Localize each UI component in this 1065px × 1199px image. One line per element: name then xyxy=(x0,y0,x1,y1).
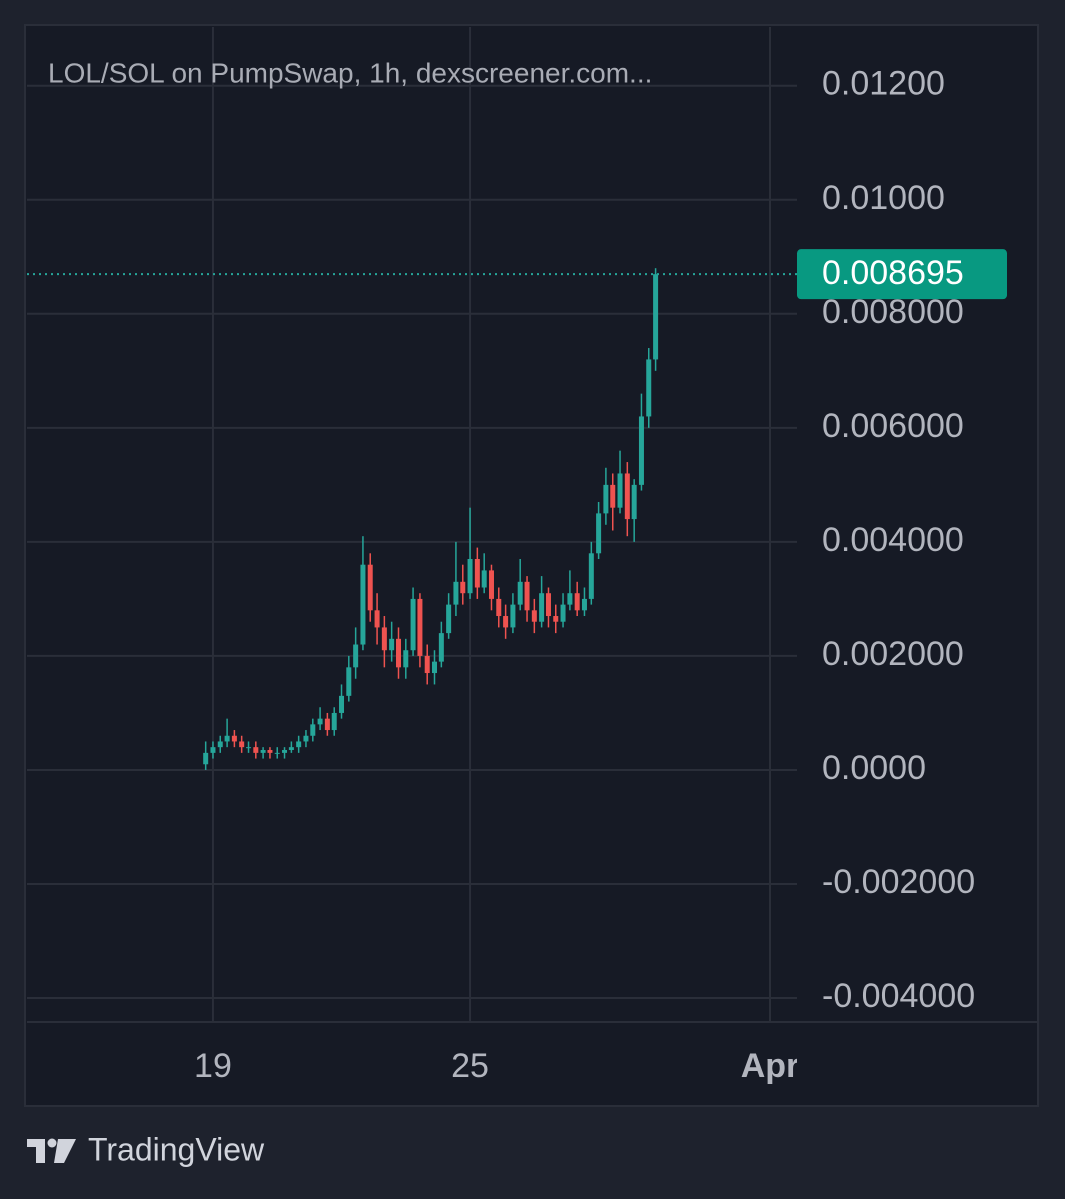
candle-body xyxy=(603,484,609,514)
candle-body xyxy=(588,553,594,599)
candle-body xyxy=(431,661,437,674)
x-tick-label: 19 xyxy=(194,1047,232,1085)
candle-body xyxy=(203,752,209,765)
candle-body xyxy=(303,735,309,742)
candle-body xyxy=(317,718,323,725)
plot xyxy=(27,268,797,770)
grid xyxy=(27,27,797,1022)
candle-body xyxy=(646,359,652,417)
y-tick-label: -0.002000 xyxy=(822,863,975,901)
candle-body xyxy=(267,750,273,753)
candle-body xyxy=(346,667,352,696)
logo-part xyxy=(47,1138,57,1148)
chart-title: LOL/SOL on PumpSwap, 1h, dexscreener.com… xyxy=(48,57,652,88)
candle-body xyxy=(274,752,280,754)
candle-body xyxy=(539,593,545,622)
candle-body xyxy=(339,695,345,713)
candle-body xyxy=(260,750,266,753)
last-price-badge xyxy=(797,249,1007,300)
candle-body xyxy=(596,513,602,554)
candle-body xyxy=(638,416,644,485)
candle-body xyxy=(517,581,523,605)
candle-body xyxy=(389,638,395,651)
x-tick-label: Apr xyxy=(741,1047,800,1085)
candle-body xyxy=(310,724,316,736)
candle-body xyxy=(367,564,373,611)
candle-body xyxy=(403,650,409,668)
logo-part xyxy=(54,1139,76,1163)
y-tick-label: 0.004000 xyxy=(822,521,964,559)
candle-body xyxy=(581,598,587,611)
y-tick-label: 0.01000 xyxy=(822,179,945,217)
candle-body xyxy=(453,581,459,605)
candle-body xyxy=(510,604,516,628)
labels: -0.004000 -0.002000 0.0000 0.002000 0.004000… xyxy=(797,65,1007,1015)
logo-part xyxy=(27,1139,45,1163)
candle-body xyxy=(531,610,537,622)
candle-body xyxy=(474,558,480,588)
candle-body xyxy=(438,633,444,662)
brand-name: TradingView xyxy=(88,1131,265,1167)
candle-body xyxy=(524,581,530,611)
candle-body xyxy=(567,593,573,605)
candle-body xyxy=(424,655,430,674)
y-tick-label: 0.002000 xyxy=(822,635,964,673)
candle-body xyxy=(239,741,245,748)
candle-body xyxy=(210,747,216,753)
candle-body xyxy=(467,558,473,594)
candle-body xyxy=(610,484,616,508)
candle-body xyxy=(496,598,502,617)
chart-panel xyxy=(24,24,1039,1107)
candle-body xyxy=(417,598,423,656)
candle-body xyxy=(481,570,487,588)
candle-body xyxy=(374,610,380,628)
y-tick-label: -0.004000 xyxy=(822,977,975,1015)
candle-body xyxy=(574,593,580,611)
candle-body xyxy=(282,750,288,753)
last-price-label: 0.008695 xyxy=(822,254,964,292)
y-tick-label: 0.006000 xyxy=(822,407,964,445)
candle-body xyxy=(560,604,566,622)
time-axis: 19 25 Apr xyxy=(194,1047,800,1085)
candle-body xyxy=(460,581,466,594)
y-tick-label: 0.0000 xyxy=(822,749,926,787)
candle-body xyxy=(253,747,259,753)
candle-body xyxy=(410,598,416,651)
candle-body xyxy=(324,718,330,731)
candle-body xyxy=(503,616,509,628)
candle-body xyxy=(353,644,359,668)
candle-body xyxy=(631,484,637,520)
candle-body xyxy=(381,627,387,651)
candle-body xyxy=(488,570,494,599)
candle-body xyxy=(288,747,294,751)
candle-body xyxy=(224,735,230,742)
brand-logo xyxy=(27,1138,76,1163)
candle-body xyxy=(653,274,659,360)
candle-body xyxy=(624,473,630,520)
candle-body xyxy=(331,712,337,731)
candle-body xyxy=(246,747,252,749)
candle-body xyxy=(446,604,452,634)
candle-body xyxy=(617,473,623,508)
x-tick-label: 25 xyxy=(451,1047,489,1085)
candle-body xyxy=(553,616,559,622)
y-tick-label: 0.01200 xyxy=(822,65,945,103)
candle-body xyxy=(396,638,402,668)
candle-body xyxy=(231,735,237,742)
candle-body xyxy=(545,593,551,617)
candle-body xyxy=(217,741,223,748)
candle-body xyxy=(360,564,366,645)
candle-body xyxy=(296,741,302,748)
